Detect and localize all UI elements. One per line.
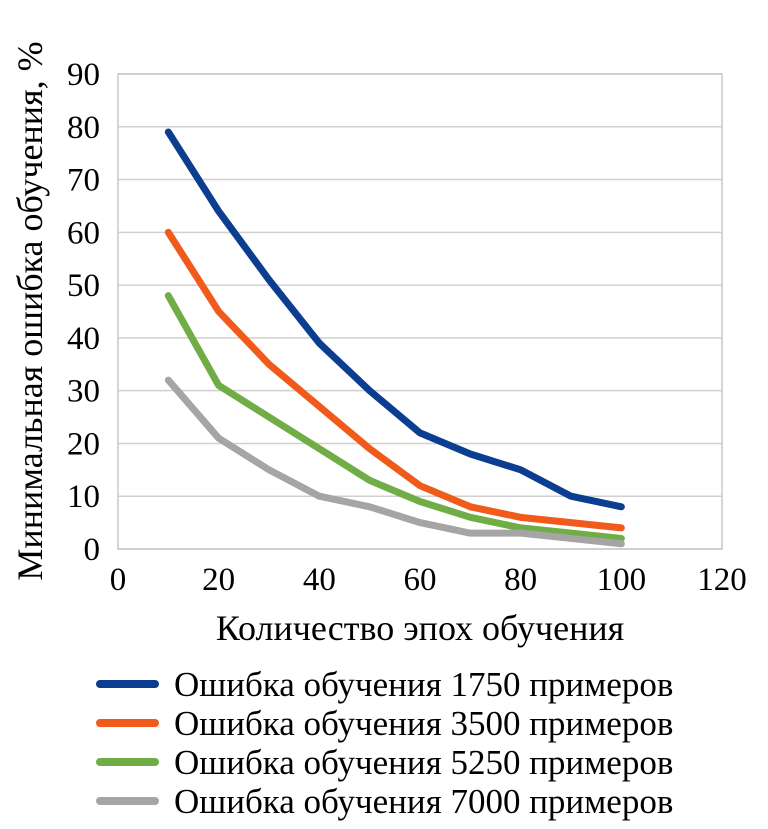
series-line-3 xyxy=(164,292,625,542)
legend-label: Ошибка обучения 3500 примеров xyxy=(174,704,673,743)
legend-label: Ошибка обучения 1750 примеров xyxy=(174,665,673,704)
y-tick-label: 10 xyxy=(67,479,100,515)
x-tick-label: 60 xyxy=(404,562,437,598)
y-tick-label: 20 xyxy=(67,426,100,462)
series-line-1 xyxy=(164,128,625,511)
y-tick-label: 70 xyxy=(67,163,100,199)
legend-item-2: Ошибка обучения 3500 примеров xyxy=(96,704,673,743)
x-tick-label: 20 xyxy=(202,562,235,598)
y-tick-label: 0 xyxy=(84,532,101,568)
series-line-4 xyxy=(164,376,625,548)
x-tick-label: 0 xyxy=(110,562,127,598)
legend-label: Ошибка обучения 5250 примеров xyxy=(174,743,673,782)
series-lines xyxy=(164,128,625,548)
y-tick-label: 30 xyxy=(67,374,100,410)
legend-label: Ошибка обучения 7000 примеров xyxy=(174,782,673,821)
y-tick-label: 40 xyxy=(67,321,100,357)
legend-item-3: Ошибка обучения 5250 примеров xyxy=(96,743,673,782)
gridlines xyxy=(118,73,722,550)
y-tick-label: 80 xyxy=(67,110,100,146)
x-tick-labels: 0 20 40 60 80 100 120 xyxy=(110,562,747,598)
x-tick-label: 40 xyxy=(303,562,336,598)
legend-item-4: Ошибка обучения 7000 примеров xyxy=(96,782,673,821)
x-tick-label: 100 xyxy=(597,562,647,598)
legend-item-1: Ошибка обучения 1750 примеров xyxy=(96,665,673,704)
plot-area xyxy=(117,73,723,550)
y-tick-label: 50 xyxy=(67,268,100,304)
y-tick-label: 60 xyxy=(67,215,100,251)
y-tick-labels: 0 10 20 30 40 50 60 70 80 90 xyxy=(67,57,100,568)
series-line-2 xyxy=(164,228,625,532)
y-axis-title: Минимальная ошибка обучения, % xyxy=(10,41,50,580)
x-axis-title: Количество эпох обучения xyxy=(216,608,624,648)
x-tick-label: 120 xyxy=(697,562,747,598)
y-tick-label: 90 xyxy=(67,57,100,93)
x-tick-label: 80 xyxy=(504,562,537,598)
